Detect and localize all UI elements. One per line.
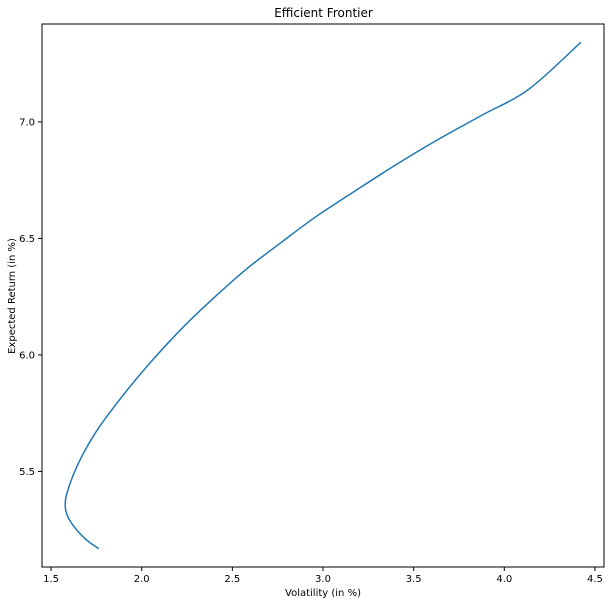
y-tick-label: 6.0 bbox=[19, 350, 35, 361]
efficient-frontier-line bbox=[64, 41, 582, 550]
y-tick-label: 6.5 bbox=[19, 234, 35, 245]
chart-title: Efficient Frontier bbox=[274, 6, 373, 20]
x-axis-ticks: 1.5 2.0 2.5 3.0 3.5 4.0 4.5 bbox=[43, 567, 603, 585]
x-tick-label: 3.5 bbox=[406, 574, 422, 585]
series-layer bbox=[64, 41, 582, 550]
y-tick-label: 5.5 bbox=[19, 467, 35, 478]
y-tick-label: 7.0 bbox=[19, 117, 35, 128]
y-axis-ticks: 5.5 6.0 6.5 7.0 bbox=[19, 117, 42, 478]
x-tick-label: 3.0 bbox=[315, 574, 331, 585]
x-tick-label: 4.0 bbox=[496, 574, 512, 585]
x-tick-label: 2.5 bbox=[224, 574, 240, 585]
x-tick-label: 1.5 bbox=[43, 574, 59, 585]
x-tick-label: 4.5 bbox=[587, 574, 603, 585]
y-axis-label: Expected Return (in %) bbox=[7, 238, 18, 354]
x-tick-label: 2.0 bbox=[134, 574, 150, 585]
x-axis-label: Volatility (in %) bbox=[285, 588, 361, 599]
